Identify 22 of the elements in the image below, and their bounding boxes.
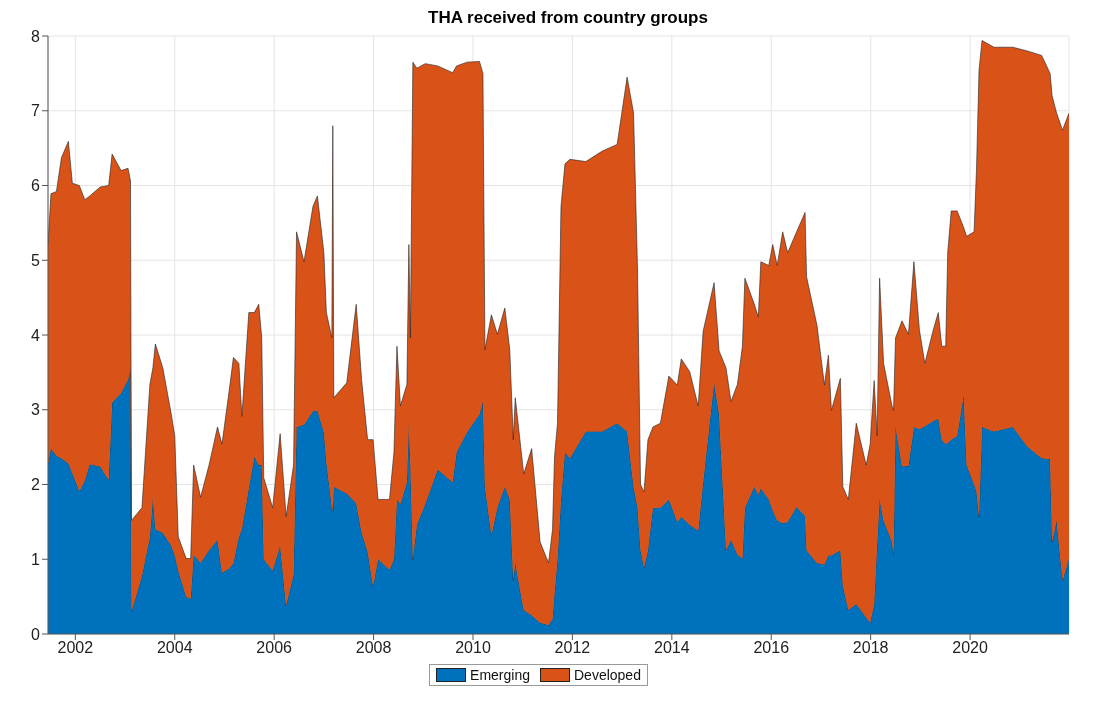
x-tick-label: 2016: [753, 639, 790, 657]
x-tick-label: 2006: [256, 639, 293, 657]
y-tick-label: 7: [31, 102, 41, 120]
x-tick-label: 2018: [852, 639, 889, 657]
x-tick-label: 2020: [952, 639, 988, 657]
x-tick-label: 2008: [355, 639, 392, 657]
chart-title: THA received from country groups: [427, 8, 709, 28]
y-tick-label: 3: [31, 401, 41, 419]
x-tick-label: 2004: [156, 639, 193, 657]
y-tick-label: 0: [31, 625, 41, 643]
x-tick-label: 2002: [57, 639, 94, 657]
y-tick-label: 5: [31, 251, 41, 269]
y-tick-label: 1: [31, 550, 41, 568]
legend-label: Emerging: [470, 667, 530, 683]
y-tick-label: 2: [31, 476, 41, 494]
x-tick-label: 2014: [654, 639, 690, 657]
y-tick-label: 6: [31, 177, 41, 195]
legend-label: Developed: [573, 667, 641, 683]
y-tick-label: 8: [31, 27, 41, 45]
x-tick-label: 2012: [554, 639, 591, 657]
x-tick-label: 2010: [455, 639, 491, 657]
y-tick-label: 4: [31, 326, 41, 344]
